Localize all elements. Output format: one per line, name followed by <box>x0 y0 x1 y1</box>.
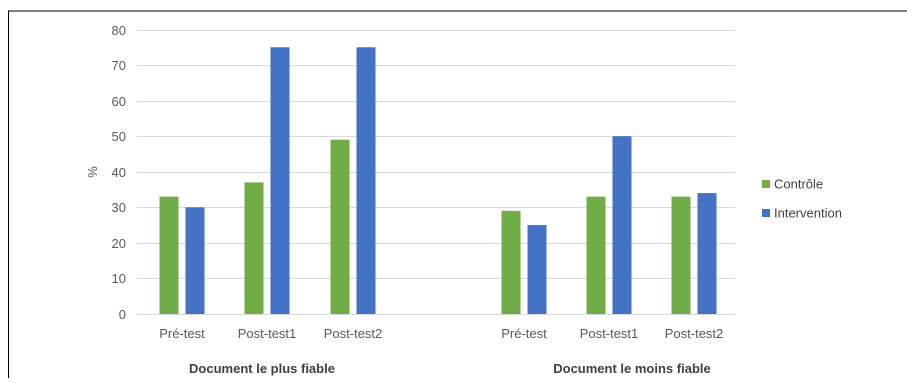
y-tick-label: 60 <box>112 94 126 109</box>
y-axis-label: % <box>85 166 100 178</box>
bar-controle <box>330 139 350 314</box>
labels: 0 10 20 30 40 50 60 70 80% Pré-test Post-test1 Post… <box>85 23 723 376</box>
bar-controle <box>244 182 264 314</box>
legend: Contrôle Intervention <box>762 177 842 221</box>
legend-swatch <box>762 209 770 217</box>
y-tick-label: 70 <box>112 58 126 73</box>
x-category-label: Post-test1 <box>580 326 639 341</box>
x-category-label: Pré-test <box>501 326 547 341</box>
x-category-label: Post-test1 <box>238 326 297 341</box>
gridlines <box>137 30 735 315</box>
legend-swatch <box>762 180 770 188</box>
bars <box>159 47 717 314</box>
x-category-label: Pré-test <box>159 326 205 341</box>
y-tick-label: 30 <box>112 200 126 215</box>
group-label: Document le moins fiable <box>553 361 710 376</box>
y-tick-label: 80 <box>112 23 126 38</box>
bar-intervention <box>527 225 547 314</box>
bar-intervention <box>356 47 376 314</box>
group-label: Document le plus fiable <box>189 361 335 376</box>
y-tick-label: 50 <box>112 129 126 144</box>
x-category-label: Post-test2 <box>324 326 383 341</box>
bar-intervention <box>270 47 290 314</box>
y-tick-label: 20 <box>112 236 126 251</box>
bar-controle <box>671 196 691 314</box>
bar-intervention <box>697 193 717 314</box>
bar-intervention <box>185 207 205 314</box>
bar-controle <box>501 210 521 314</box>
x-category-label: Post-test2 <box>665 326 724 341</box>
y-tick-label: 40 <box>112 165 126 180</box>
y-tick-label: 0 <box>119 307 126 322</box>
bar-intervention <box>612 136 632 314</box>
bar-controle <box>586 196 606 314</box>
legend-label: Contrôle <box>774 177 823 192</box>
legend-label: Intervention <box>774 206 842 221</box>
bar-controle <box>159 196 179 314</box>
y-tick-label: 10 <box>112 271 126 286</box>
